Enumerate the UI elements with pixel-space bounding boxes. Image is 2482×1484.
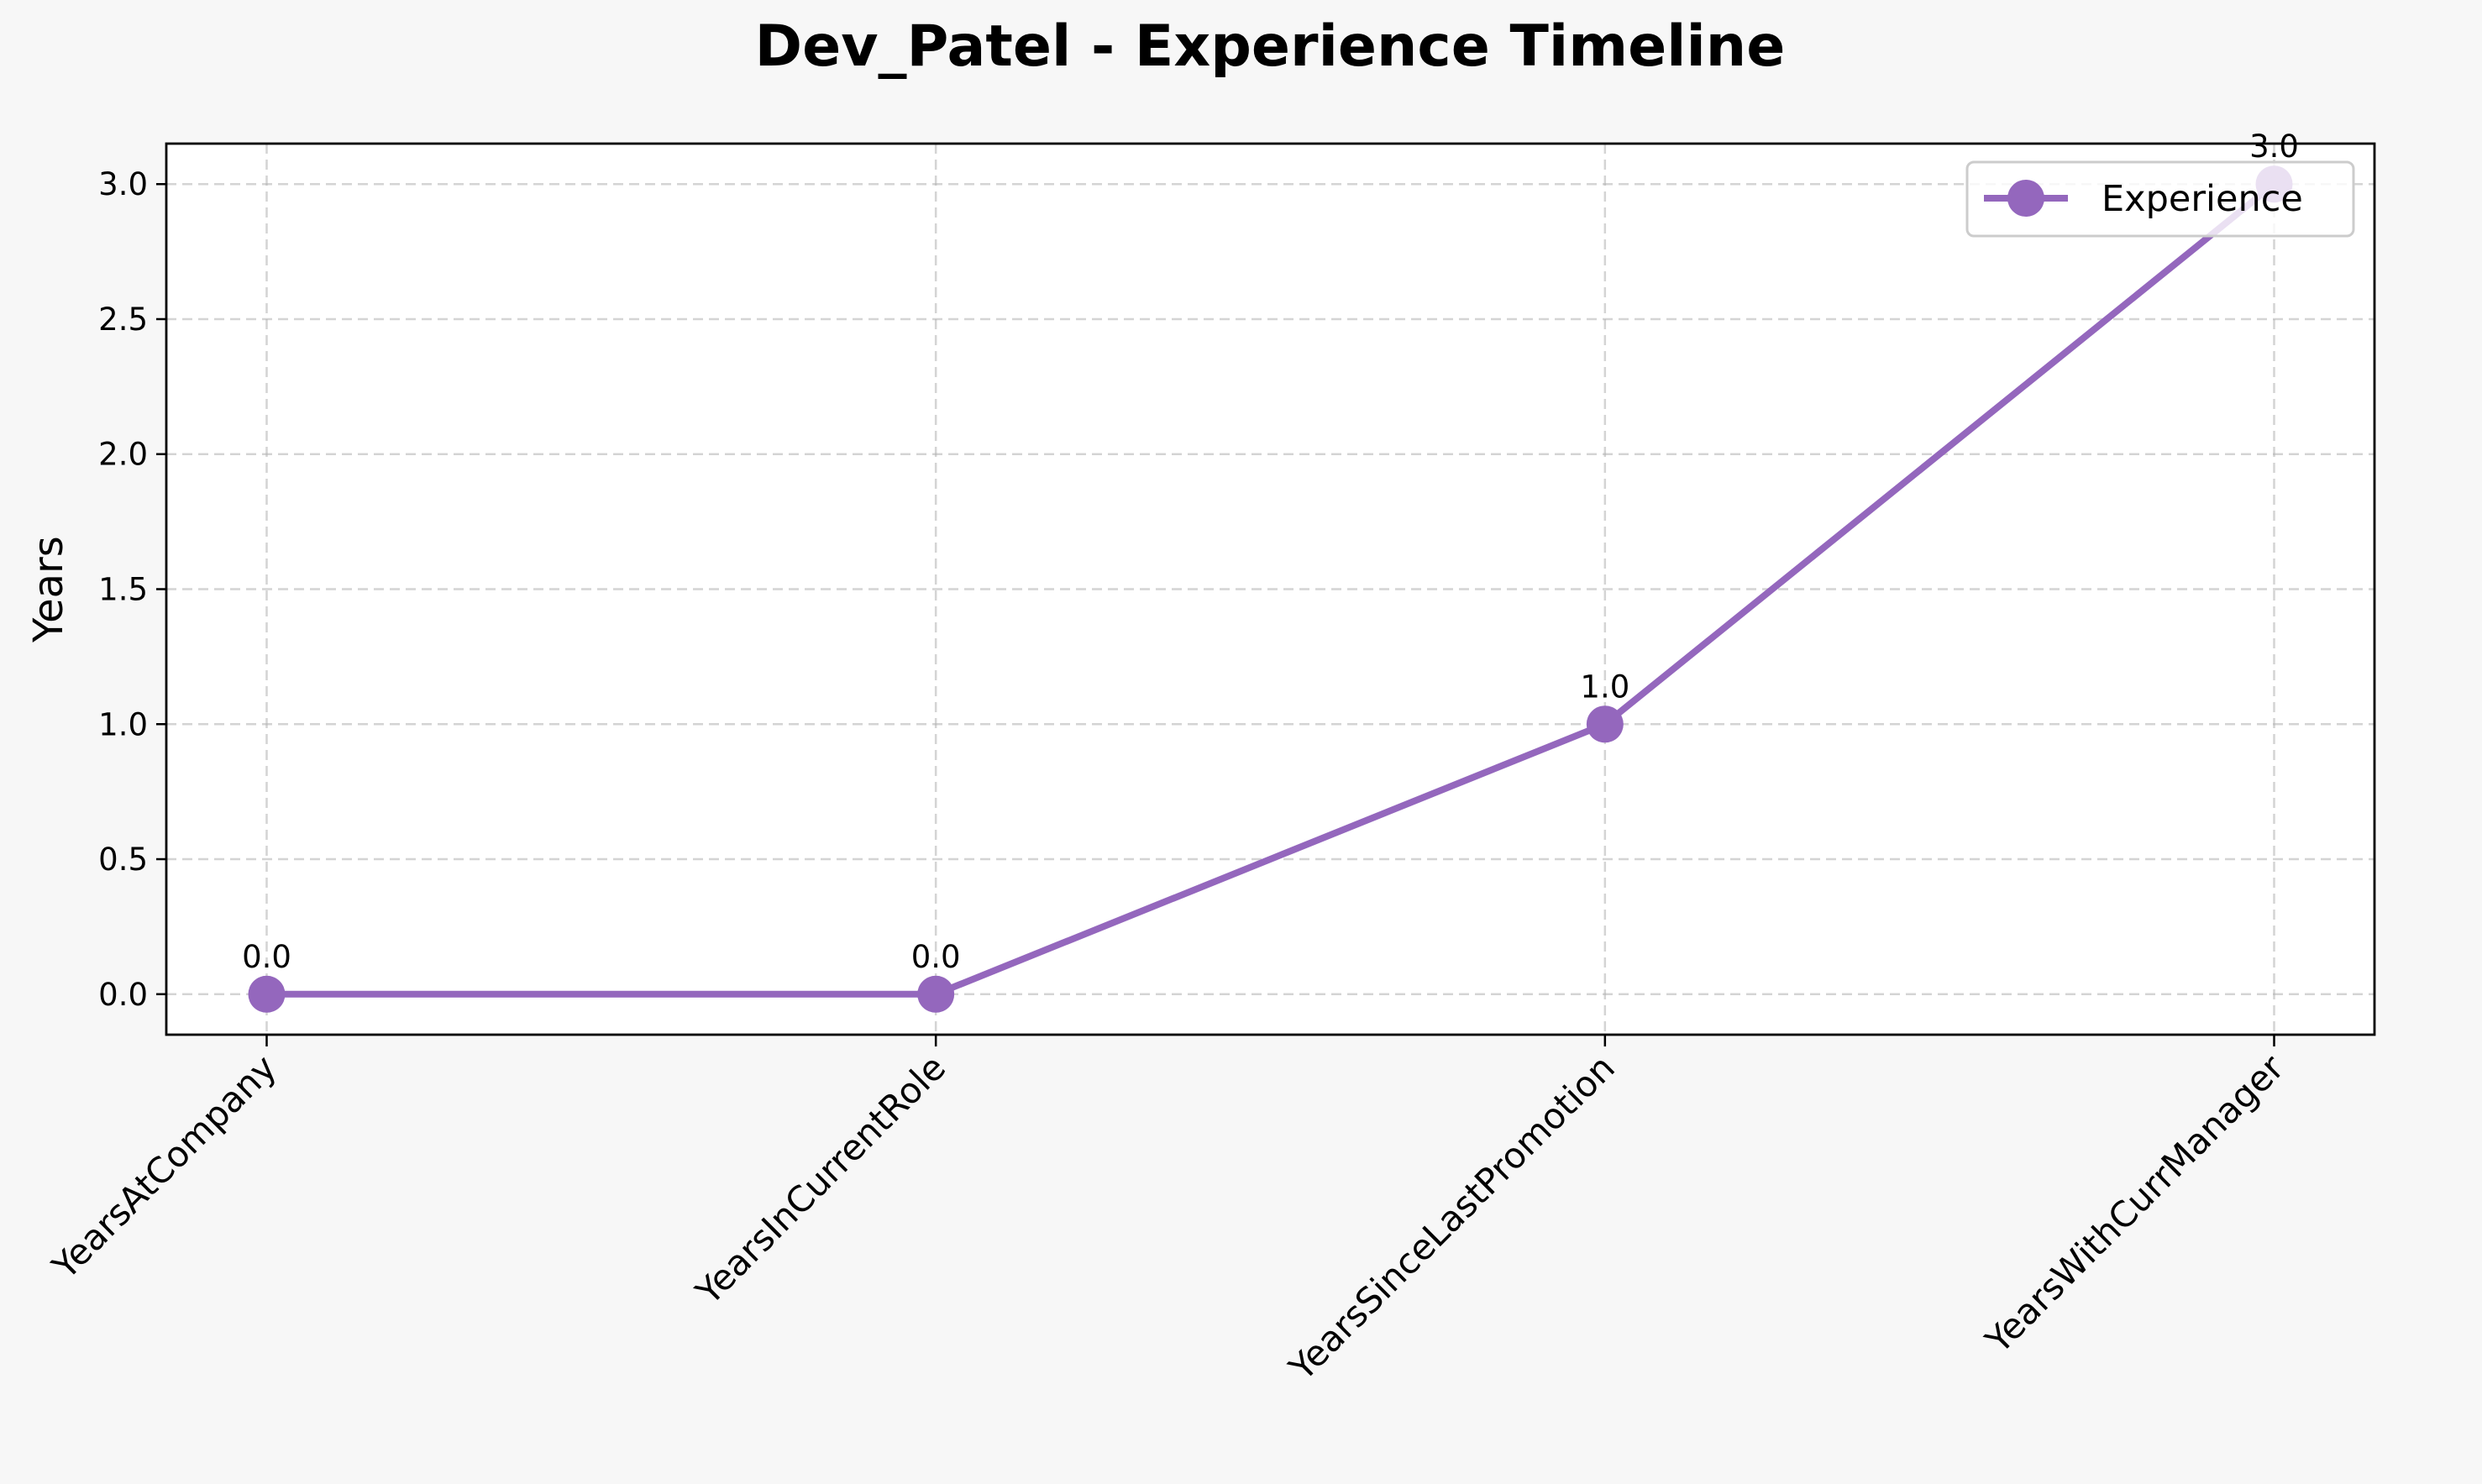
y-tick-label: 1.0 xyxy=(98,706,148,742)
data-point xyxy=(1586,705,1624,743)
data-label: 0.0 xyxy=(911,939,961,975)
data-label: 1.0 xyxy=(1580,669,1629,705)
y-tick-label: 0.0 xyxy=(98,977,148,1013)
series-line xyxy=(263,181,2278,998)
y-tick-label: 2.5 xyxy=(98,302,148,338)
legend-dot-marker xyxy=(2007,180,2044,217)
data-point xyxy=(917,975,955,1013)
y-tick-label: 3.0 xyxy=(98,166,148,202)
y-axis-label: Years xyxy=(25,536,72,643)
data-label: 3.0 xyxy=(2249,128,2299,165)
legend-box xyxy=(1965,160,2355,238)
y-tick-label: 1.5 xyxy=(98,572,148,608)
legend-label: Experience xyxy=(2102,178,2303,220)
data-label: 0.0 xyxy=(242,939,291,975)
y-tick-label: 2.0 xyxy=(98,437,148,473)
plot-frame xyxy=(165,142,2376,1036)
data-point xyxy=(248,975,286,1013)
y-tick-label: 0.5 xyxy=(98,842,148,878)
chart-title: Dev_Patel - Experience Timeline xyxy=(755,13,1786,80)
legend[interactable]: Experience xyxy=(1965,160,2355,238)
